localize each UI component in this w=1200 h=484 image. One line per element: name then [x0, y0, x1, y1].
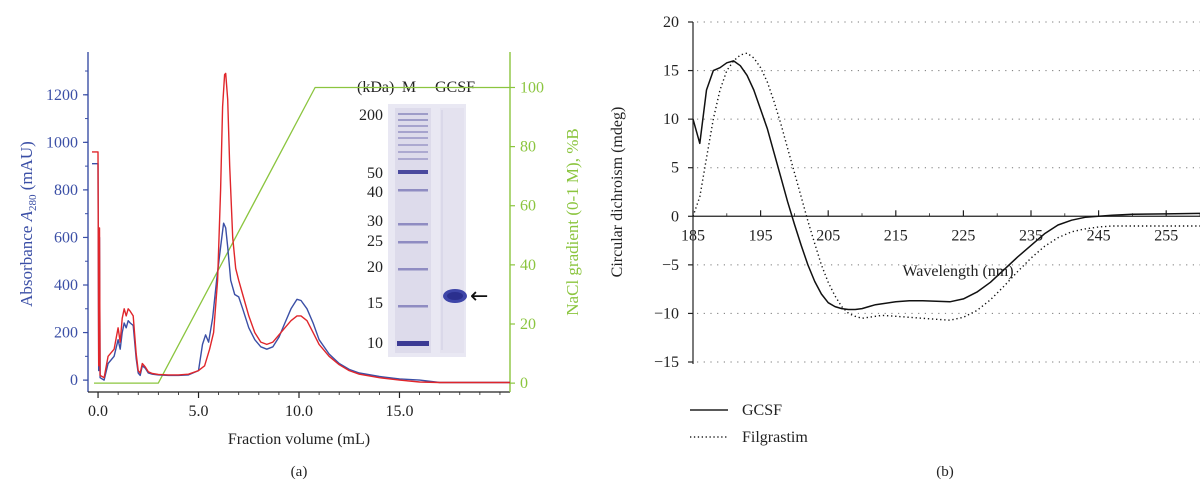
panel-b-chart: 20 15 10 5 0 −5 −10 −15 185 195 205 215 225 235 245 255…: [609, 14, 1200, 480]
ladder-band: [398, 125, 428, 127]
ladder-band: [398, 131, 428, 133]
left-y-tick-label: 0: [70, 372, 78, 389]
left-y-tick-label: 1200: [46, 87, 78, 104]
left-y-tick-label: 800: [54, 182, 78, 199]
b-x-tick-label: 215: [884, 227, 908, 244]
b-y-tick-label: 20: [663, 14, 679, 31]
x-tick-label: 10.0: [285, 403, 313, 420]
b-y-tick-label: 0: [671, 208, 679, 225]
b-y-tick-label: −10: [654, 305, 679, 322]
nacl-gradient-line: [94, 86, 510, 384]
right-y-tick-label: 80: [520, 139, 536, 156]
panel-b-label: (b): [936, 464, 954, 480]
inset-marker-label: 40: [367, 184, 383, 201]
left-y-tick-label: 200: [54, 325, 78, 342]
ladder-band: [398, 241, 428, 244]
x-axis-title: Fraction volume (mL): [228, 431, 370, 448]
left-y-tick-label: 1000: [46, 134, 78, 151]
ladder-band-50kda: [398, 170, 428, 174]
ladder-band: [398, 268, 428, 271]
left-y-axis-title-var: A: [17, 210, 36, 222]
inset-marker-label: 15: [367, 295, 383, 312]
marker-lane: [395, 108, 431, 353]
absorbance-trace-blue: [92, 163, 510, 384]
inset-marker-label: 30: [367, 213, 383, 230]
sample-lane: [440, 108, 464, 353]
ladder-band: [398, 158, 428, 160]
left-y-tick-label: 400: [54, 277, 78, 294]
b-x-tick-label: 195: [749, 227, 773, 244]
ladder-band: [398, 113, 428, 115]
b-x-tick-label: 245: [1087, 227, 1111, 244]
b-y-tick-label: 5: [671, 160, 679, 177]
inset-marker-label: 50: [367, 165, 383, 182]
right-y-axis-title: NaCl gradient (0-1 M), %B: [563, 128, 582, 315]
ladder-band: [398, 137, 428, 139]
gcsf-band-core: [447, 292, 463, 300]
b-x-tick-label: 255: [1154, 227, 1178, 244]
sds-page-gel-inset: [388, 104, 467, 357]
cd-trace-filgrastim: [692, 52, 1200, 321]
right-y-tick-label: 0: [520, 375, 528, 392]
b-x-tick-label: 235: [1019, 227, 1043, 244]
panel-a-chart: 0 200 400 600 800 1000 1200 0 20 40 60 80 100 0.0 5.0 1…: [17, 52, 582, 480]
inset-marker-label: 10: [367, 335, 383, 352]
right-y-tick-label: 20: [520, 316, 536, 333]
left-y-axis-title-suffix: (mAU): [17, 141, 36, 194]
right-y-tick-label: 60: [520, 198, 536, 215]
x-tick-label: 5.0: [189, 403, 209, 420]
x-tick-label: 0.0: [88, 403, 108, 420]
legend-label-gcsf: GCSF: [742, 402, 782, 419]
gcsf-arrow-icon: ←: [470, 284, 488, 309]
absorbance-trace-red: [92, 72, 510, 384]
b-x-axis-title: Wavelength (nm): [902, 263, 1013, 280]
ladder-bands: [397, 113, 429, 346]
b-x-tick-label: 185: [681, 227, 705, 244]
b-y-tick-label: 10: [663, 111, 679, 128]
panel-a-label: (a): [291, 464, 308, 480]
ladder-band: [398, 144, 428, 146]
b-x-tick-label: 225: [951, 227, 975, 244]
x-tick-label: 15.0: [385, 403, 413, 420]
left-y-axis-title-sub: 280: [27, 194, 39, 211]
b-y-tick-label: −15: [654, 354, 679, 371]
legend: GCSF Filgrastim: [690, 402, 808, 446]
ladder-band: [398, 119, 428, 121]
b-y-tick-label: −5: [662, 257, 679, 274]
legend-label-filgrastim: Filgrastim: [742, 429, 808, 446]
cd-trace-gcsf: [692, 60, 1200, 311]
ladder-band: [398, 151, 428, 153]
ladder-band: [398, 305, 428, 308]
inset-marker-label: 200: [359, 107, 383, 124]
inset-marker-label: 25: [367, 233, 383, 250]
left-y-axis-title: Absorbance A280 (mAU): [17, 141, 39, 307]
ladder-band: [398, 189, 428, 192]
inset-marker-label: 20: [367, 259, 383, 276]
b-y-tick-label: 15: [663, 63, 679, 80]
right-y-tick-label: 40: [520, 257, 536, 274]
ladder-band: [398, 223, 428, 226]
right-y-tick-label: 100: [520, 79, 544, 96]
left-y-tick-label: 600: [54, 229, 78, 246]
b-y-axis-title: Circular dichroism (mdeg): [609, 107, 626, 278]
b-x-tick-label: 205: [816, 227, 840, 244]
left-y-axis-title-prefix: Absorbance: [17, 221, 36, 306]
ladder-band-10kda: [397, 341, 429, 346]
